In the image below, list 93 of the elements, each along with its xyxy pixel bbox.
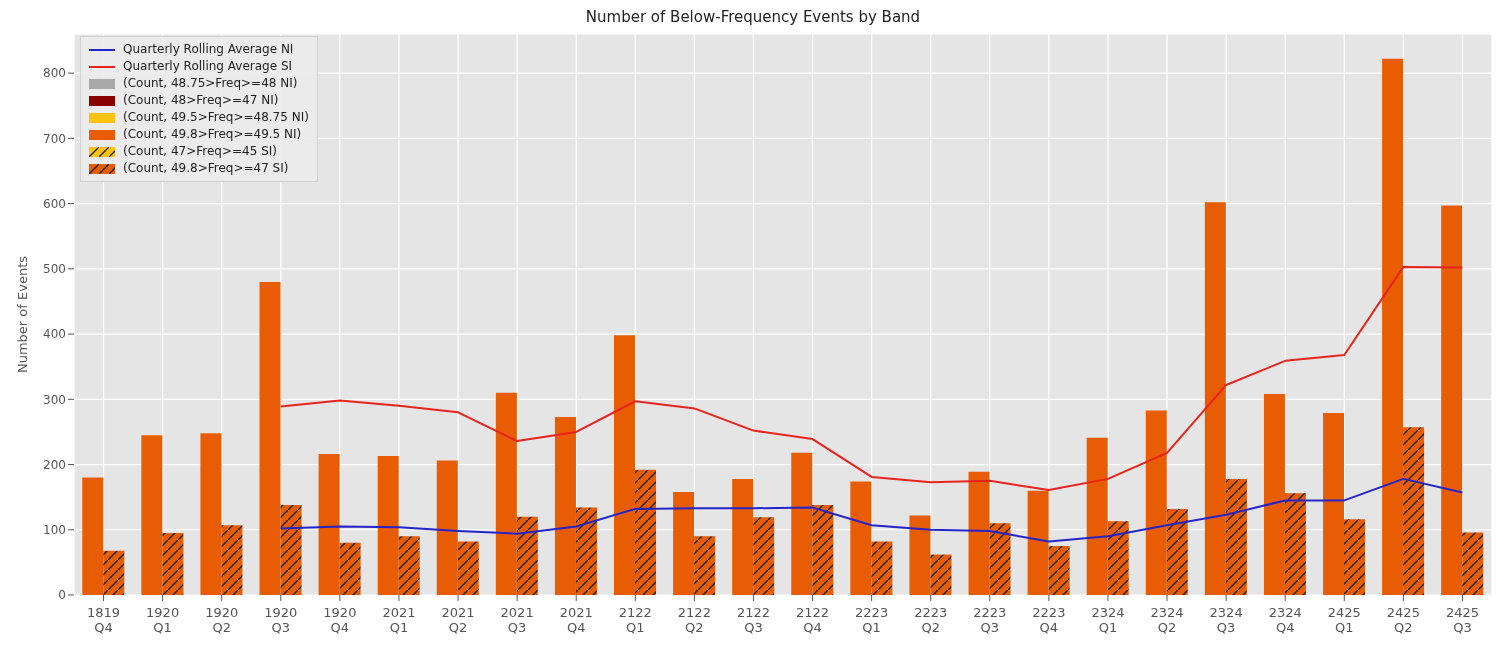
bar bbox=[1166, 508, 1188, 595]
legend-label: (Count, 47>Freq>=45 SI) bbox=[123, 143, 278, 160]
bar bbox=[989, 523, 1011, 595]
bar bbox=[1107, 521, 1129, 595]
x-tick-label: 2324 Q1 bbox=[1091, 605, 1125, 635]
bar bbox=[1323, 413, 1345, 595]
bar bbox=[1441, 205, 1463, 595]
bar bbox=[694, 536, 716, 595]
bar bbox=[753, 517, 775, 595]
x-tick-label: 2324 Q4 bbox=[1268, 605, 1302, 635]
y-tick-label: 0 bbox=[58, 588, 66, 603]
legend-label: (Count, 48.75>Freq>=48 NI) bbox=[123, 75, 298, 92]
x-tick-label: 1920 Q1 bbox=[146, 605, 180, 635]
bar bbox=[495, 392, 517, 595]
bar bbox=[221, 525, 243, 595]
x-tick-label: 2223 Q3 bbox=[973, 605, 1007, 635]
y-tick-label: 300 bbox=[43, 392, 66, 407]
legend-label: Quarterly Rolling Average SI bbox=[123, 58, 293, 75]
y-tick-label: 700 bbox=[43, 131, 66, 146]
x-tick-label: 2324 Q2 bbox=[1150, 605, 1184, 635]
x-tick-label: 1920 Q2 bbox=[205, 605, 239, 635]
y-tick-label: 500 bbox=[43, 262, 66, 277]
bar bbox=[732, 478, 754, 595]
bar bbox=[1086, 437, 1108, 595]
bar bbox=[1204, 202, 1226, 595]
legend-label: (Count, 48>Freq>=47 NI) bbox=[123, 92, 279, 109]
y-tick-label: 600 bbox=[43, 196, 66, 211]
legend-label: (Count, 49.8>Freq>=47 SI) bbox=[123, 160, 289, 177]
line-series bbox=[279, 265, 1464, 491]
bar bbox=[339, 542, 361, 595]
bar bbox=[1225, 478, 1247, 595]
bar bbox=[1382, 58, 1404, 595]
bar bbox=[162, 533, 184, 595]
x-tick-label: 1920 Q3 bbox=[264, 605, 298, 635]
bar bbox=[318, 454, 340, 595]
bar bbox=[200, 433, 222, 595]
bar bbox=[141, 435, 163, 595]
bar bbox=[1027, 490, 1049, 595]
bar bbox=[82, 477, 104, 595]
bar bbox=[398, 536, 420, 595]
x-tick-label: 2122 Q3 bbox=[736, 605, 771, 635]
x-tick-label: 2021 Q4 bbox=[559, 605, 593, 635]
legend-label: (Count, 49.5>Freq>=48.75 NI) bbox=[123, 109, 309, 126]
x-tick-label: 1920 Q4 bbox=[323, 605, 357, 635]
bar bbox=[1263, 394, 1285, 595]
bar bbox=[673, 491, 695, 595]
bar bbox=[554, 416, 576, 595]
x-tick-label: 2223 Q2 bbox=[914, 605, 948, 635]
bar bbox=[850, 481, 872, 595]
y-tick-label: 800 bbox=[43, 66, 66, 81]
bar bbox=[516, 516, 538, 595]
bar bbox=[457, 541, 479, 595]
bar bbox=[1048, 546, 1070, 595]
y-tick-label: 400 bbox=[43, 327, 66, 342]
x-tick-label: 2425 Q2 bbox=[1386, 605, 1420, 635]
x-tick-label: 2425 Q1 bbox=[1327, 605, 1361, 635]
x-tick-label: 2223 Q1 bbox=[855, 605, 889, 635]
x-tick-label: 2324 Q3 bbox=[1209, 605, 1243, 635]
chart-title: Number of Below-Frequency Events by Band bbox=[584, 8, 922, 28]
bar bbox=[1344, 519, 1366, 595]
x-tick-label: 2223 Q4 bbox=[1032, 605, 1066, 635]
x-tick-label: 1819 Q4 bbox=[86, 605, 121, 635]
x-tick-label: 2122 Q2 bbox=[677, 605, 711, 635]
x-tick-label: 2021 Q1 bbox=[382, 605, 416, 635]
line-series bbox=[279, 477, 1464, 543]
y-tick-label: 200 bbox=[43, 457, 66, 472]
bar bbox=[909, 515, 931, 595]
x-tick-label: 2021 Q2 bbox=[441, 605, 475, 635]
bar bbox=[812, 504, 834, 595]
bar bbox=[1145, 410, 1167, 595]
bar bbox=[436, 460, 458, 595]
bar bbox=[614, 335, 636, 595]
bar bbox=[377, 456, 399, 595]
x-tick-label: 2021 Q3 bbox=[500, 605, 534, 635]
bar bbox=[930, 554, 952, 595]
x-tick-label: 2425 Q3 bbox=[1445, 605, 1480, 635]
x-tick-label: 2122 Q1 bbox=[618, 605, 652, 635]
bar bbox=[1284, 493, 1306, 595]
y-axis-title: Number of Events bbox=[14, 255, 30, 374]
x-tick-label: 2122 Q4 bbox=[795, 605, 830, 635]
bar bbox=[575, 507, 597, 595]
bar bbox=[259, 281, 281, 595]
bar bbox=[280, 504, 302, 595]
bar bbox=[791, 452, 813, 595]
bar bbox=[103, 550, 125, 595]
legend-label: Quarterly Rolling Average NI bbox=[123, 41, 294, 58]
legend-label: (Count, 49.8>Freq>=49.5 NI) bbox=[123, 126, 302, 143]
bar bbox=[635, 469, 657, 595]
bar bbox=[871, 541, 893, 595]
bar bbox=[1462, 532, 1484, 595]
y-tick-label: 100 bbox=[43, 523, 66, 538]
bar bbox=[1403, 427, 1425, 595]
bar bbox=[968, 471, 990, 595]
